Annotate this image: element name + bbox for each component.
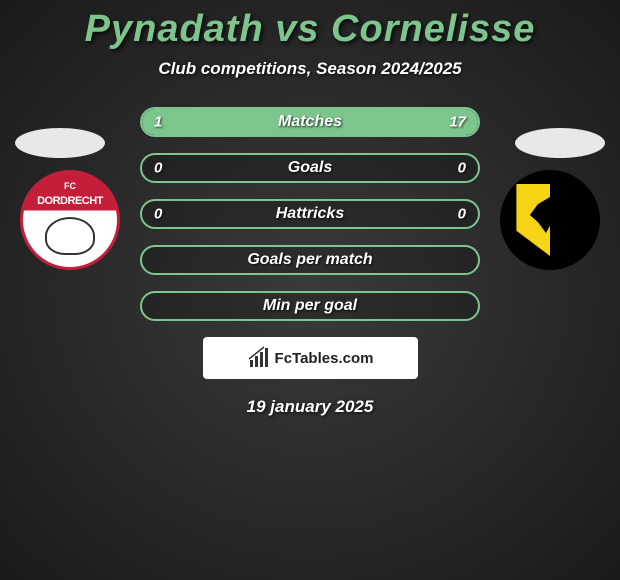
sheep-icon <box>45 217 95 255</box>
stat-row: 0 0 Goals <box>140 153 480 183</box>
right-team-logo <box>500 170 600 270</box>
date-text: 19 january 2025 <box>0 397 620 417</box>
stat-value-left: 1 <box>154 114 162 131</box>
stat-label: Matches <box>278 113 342 131</box>
dordrecht-badge: FC DORDRECHT <box>20 170 120 270</box>
stat-row: 0 0 Hattricks <box>140 199 480 229</box>
footer-brand-text: FcTables.com <box>275 350 374 367</box>
stat-row: Min per goal <box>140 291 480 321</box>
left-team-logo: FC DORDRECHT <box>20 170 120 270</box>
stat-label: Goals <box>288 159 332 177</box>
left-player-placeholder <box>15 128 105 158</box>
eagle-icon <box>530 197 570 233</box>
chart-icon <box>247 346 271 370</box>
stat-row: Goals per match <box>140 245 480 275</box>
footer-brand-box[interactable]: FcTables.com <box>203 337 418 379</box>
stats-container: 1 17 Matches 0 0 Goals 0 0 Hattricks Goals per ma… <box>140 107 480 321</box>
vitesse-badge <box>500 170 600 270</box>
stat-value-right: 0 <box>458 206 466 223</box>
stat-value-left: 0 <box>154 206 162 223</box>
stat-value-left: 0 <box>154 160 162 177</box>
badge-top-text: FC <box>64 181 76 191</box>
stat-value-right: 0 <box>458 160 466 177</box>
stat-label: Min per goal <box>263 297 357 315</box>
page-title: Pynadath vs Cornelisse <box>0 0 620 51</box>
shield-icon <box>516 184 583 256</box>
right-player-placeholder <box>515 128 605 158</box>
stat-value-right: 17 <box>449 114 466 131</box>
subtitle: Club competitions, Season 2024/2025 <box>0 59 620 79</box>
stat-row: 1 17 Matches <box>140 107 480 137</box>
stat-label: Hattricks <box>276 205 344 223</box>
badge-main-text: DORDRECHT <box>37 195 103 207</box>
stat-label: Goals per match <box>247 251 372 269</box>
